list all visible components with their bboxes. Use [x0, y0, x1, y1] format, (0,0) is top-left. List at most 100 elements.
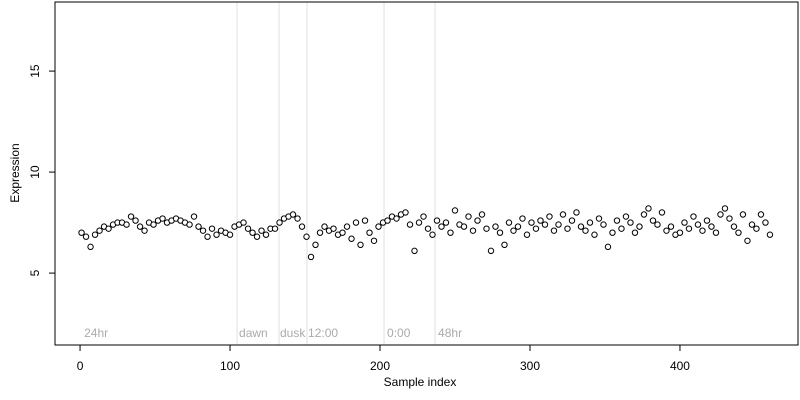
point: [663, 227, 670, 234]
y-tick-label: 5: [28, 269, 42, 276]
point: [685, 225, 693, 232]
point: [762, 219, 769, 226]
y-tick-label: 15: [28, 64, 42, 78]
point: [519, 215, 526, 222]
point: [159, 215, 166, 222]
point: [699, 227, 706, 234]
point: [465, 213, 472, 220]
point: [739, 211, 747, 218]
point: [708, 223, 715, 230]
point: [559, 211, 567, 218]
point: [91, 231, 99, 238]
point: [96, 227, 103, 234]
point: [384, 217, 391, 224]
point: [244, 225, 252, 232]
point: [307, 253, 315, 261]
y-axis-label: Expression: [8, 143, 22, 202]
point: [438, 223, 445, 230]
point: [330, 225, 337, 232]
point: [532, 225, 540, 232]
point: [352, 219, 360, 226]
point: [748, 221, 756, 228]
point: [442, 219, 450, 226]
point: [546, 213, 553, 220]
point: [339, 229, 346, 236]
point: [505, 219, 513, 226]
point: [658, 209, 666, 216]
point: [276, 219, 283, 226]
point: [510, 227, 517, 234]
point: [618, 225, 625, 232]
point: [613, 217, 621, 224]
point: [753, 225, 760, 232]
x-tick-label: 300: [520, 359, 540, 373]
point: [483, 225, 490, 232]
point: [132, 217, 139, 224]
point: [289, 211, 297, 218]
point: [204, 233, 211, 240]
point: [595, 215, 603, 222]
point: [370, 237, 378, 244]
x-axis-label: Sample index: [384, 375, 457, 389]
point: [208, 225, 216, 232]
point: [123, 221, 130, 228]
annotation: 24hr: [84, 326, 108, 340]
x-tick-label: 0: [77, 359, 84, 373]
point: [316, 229, 324, 236]
point: [258, 227, 265, 234]
point: [681, 219, 688, 226]
annotation: 48hr: [438, 326, 462, 340]
point: [429, 231, 436, 238]
point: [555, 221, 562, 228]
point: [537, 217, 544, 224]
point: [496, 229, 504, 236]
point: [604, 243, 612, 251]
annotation: 0:00: [387, 326, 411, 340]
point: [361, 217, 369, 224]
point: [694, 221, 702, 228]
point: [568, 217, 576, 224]
point: [573, 209, 580, 216]
point: [298, 223, 306, 230]
point: [433, 217, 441, 224]
point: [303, 233, 310, 240]
point: [717, 211, 724, 218]
point: [195, 223, 202, 230]
point: [757, 211, 765, 218]
point: [487, 247, 495, 255]
point: [402, 209, 409, 216]
point: [744, 237, 751, 244]
point: [550, 227, 558, 234]
point: [240, 219, 247, 226]
point: [357, 241, 364, 249]
point: [631, 229, 639, 236]
point: [271, 225, 279, 232]
point: [577, 223, 585, 230]
point: [253, 233, 261, 240]
point: [127, 213, 135, 220]
point: [640, 211, 648, 218]
point: [348, 235, 355, 242]
point: [420, 213, 427, 220]
point: [690, 213, 697, 220]
point: [591, 231, 598, 238]
point: [460, 223, 468, 230]
point: [343, 223, 351, 230]
point: [105, 225, 112, 232]
annotation: 12:00: [308, 326, 338, 340]
point: [78, 229, 85, 236]
annotation: dusk: [280, 326, 306, 340]
point: [294, 215, 301, 222]
point: [424, 225, 432, 232]
point: [213, 231, 220, 238]
point: [645, 205, 652, 212]
point: [712, 229, 720, 236]
point: [514, 223, 522, 230]
point: [730, 223, 738, 230]
point: [312, 241, 319, 249]
point: [411, 247, 418, 255]
point: [150, 221, 157, 228]
point: [649, 217, 657, 224]
point: [262, 231, 270, 238]
